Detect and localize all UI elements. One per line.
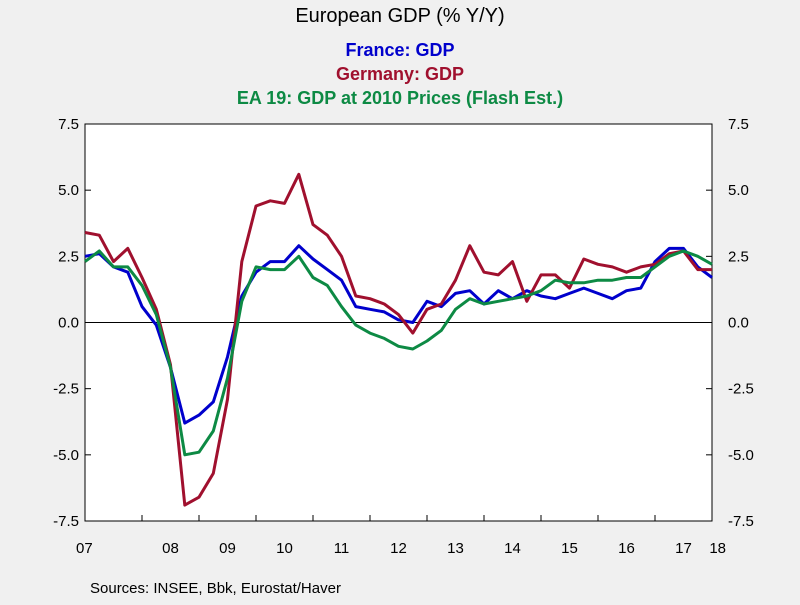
x-tick-label: 13 bbox=[447, 540, 464, 557]
x-tick-label: 09 bbox=[219, 540, 236, 557]
y-tick-label-right: -7.5 bbox=[728, 513, 754, 530]
x-tick-label: 17 bbox=[675, 540, 692, 557]
x-tick-label: 07 bbox=[76, 540, 93, 557]
y-tick-label-left: -2.5 bbox=[53, 381, 79, 398]
y-tick-label-right: 0.0 bbox=[728, 315, 749, 332]
y-tick-label-right: 7.5 bbox=[728, 116, 749, 133]
x-tick-label: 15 bbox=[561, 540, 578, 557]
series-line-0 bbox=[84, 244, 713, 425]
legend-entry-0: France: GDP bbox=[345, 40, 454, 60]
x-tick-label: 10 bbox=[276, 540, 293, 557]
legend-entry-1: Germany: GDP bbox=[336, 64, 464, 84]
y-tick-label-right: 5.0 bbox=[728, 182, 749, 199]
legend: France: GDP Germany: GDP EA 19: GDP at 201… bbox=[237, 40, 563, 108]
y-tick-label-left: 0.0 bbox=[58, 315, 79, 332]
x-tick-label: 12 bbox=[390, 540, 407, 557]
y-tick-label-left: -7.5 bbox=[53, 513, 79, 530]
y-tick-label-left: 2.5 bbox=[58, 248, 79, 265]
y-axis-left: 7.5 5.0 2.5 0.0 -2.5 -5.0 -7.5 bbox=[53, 116, 91, 530]
x-tick-label: 18 bbox=[709, 540, 726, 557]
legend-entry-2: EA 19: GDP at 2010 Prices (Flash Est.) bbox=[237, 88, 563, 108]
y-tick-label-right: 2.5 bbox=[728, 248, 749, 265]
x-tick-label: 16 bbox=[618, 540, 635, 557]
series-line-2 bbox=[84, 249, 713, 457]
y-tick-label-right: -2.5 bbox=[728, 381, 754, 398]
x-tick-label: 11 bbox=[334, 540, 350, 557]
source-note: Sources: INSEE, Bbk, Eurostat/Haver bbox=[90, 580, 341, 597]
y-tick-label-left: -5.0 bbox=[53, 447, 79, 464]
y-tick-label-left: 7.5 bbox=[58, 116, 79, 133]
series-line-1 bbox=[84, 172, 712, 507]
x-tick-label: 08 bbox=[162, 540, 179, 557]
y-tick-label-right: -5.0 bbox=[728, 447, 754, 464]
series-lines bbox=[84, 172, 713, 507]
x-tick-label: 14 bbox=[504, 540, 521, 557]
chart-title: European GDP (% Y/Y) bbox=[295, 5, 504, 27]
x-axis: 07 08 09 10 11 12 13 14 15 16 17 18 bbox=[76, 515, 726, 557]
y-tick-label-left: 5.0 bbox=[58, 182, 79, 199]
y-axis-right: 7.5 5.0 2.5 0.0 -2.5 -5.0 -7.5 bbox=[706, 116, 754, 530]
